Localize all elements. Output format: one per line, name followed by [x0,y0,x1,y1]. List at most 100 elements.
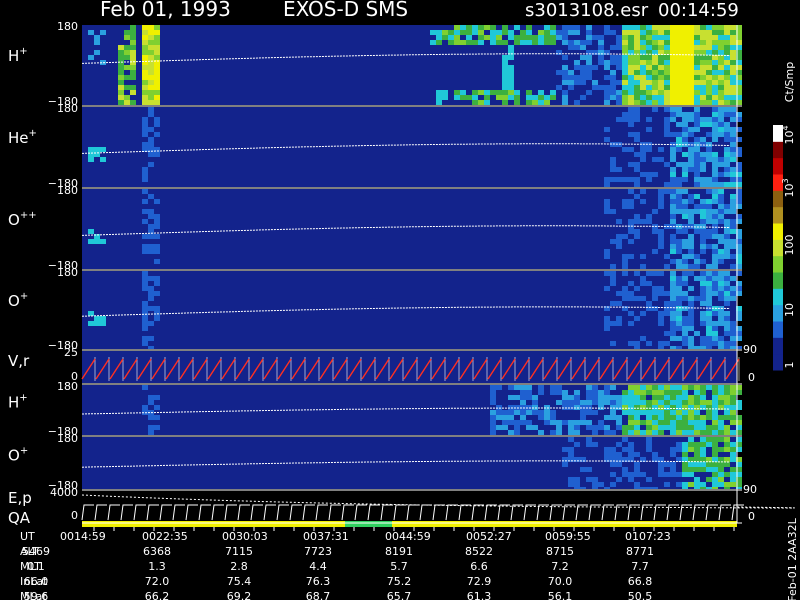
spectrogram-cell [682,395,688,400]
spectrogram-cell [604,321,610,326]
spectrogram-cell [694,420,700,425]
panel-bg [82,491,737,522]
spectrogram-cell [640,40,646,45]
spectrogram-cell [664,75,670,80]
spectrogram-cell [646,127,652,132]
spectrogram-cell [682,229,688,234]
spectrogram-cell [724,152,730,157]
spectrogram-cell [628,477,634,482]
spectrogram-cell [676,281,682,286]
spectrogram-cell [700,157,706,162]
spectrogram-cell [676,395,682,400]
spectrogram-cell [736,306,742,311]
spectrogram-cell [736,390,742,395]
row-label: ALT [20,545,39,558]
spectrogram-cell [646,405,652,410]
spectrogram-cell [634,70,640,75]
spectrogram-cell [664,311,670,316]
spectrogram-cell [682,457,688,462]
spectrogram-cell [580,70,586,75]
spectrogram-cell [670,117,676,122]
spectrogram-cell [730,152,736,157]
spectrogram-cell [682,55,688,60]
spectrogram-cell [670,219,676,224]
spectrogram-cell [718,95,724,100]
spectrogram-cell [646,70,652,75]
spectrogram-cell [634,137,640,142]
spectrogram-cell [664,45,670,50]
spectrogram-cell [634,25,640,30]
spectrogram-cell [142,30,148,35]
row-label: MLT [20,560,41,573]
spectrogram-cell [616,462,622,467]
spectrogram-cell [700,142,706,147]
spectrogram-cell [736,70,742,75]
spectrogram-cell [718,296,724,301]
spectrogram-cell [658,204,664,209]
spectrogram-cell [670,244,676,249]
spectrogram-cell [736,60,742,65]
spectrogram-cell [694,182,700,187]
spectrogram-cell [736,311,742,316]
spectrogram-cell [148,209,154,214]
spectrogram-cell [574,25,580,30]
spectrogram-cell [148,224,154,229]
spectrogram-cell [622,70,628,75]
spectrogram-cell [688,167,694,172]
spectrogram-cell [700,462,706,467]
table-cell: 7115 [225,545,253,558]
spectrogram-cell [466,35,472,40]
spectrogram-cell [622,467,628,472]
spectrogram-cell [670,311,676,316]
spectrogram-cell [430,40,436,45]
spectrogram-cell [676,482,682,487]
spectrogram-cell [142,385,148,390]
spectrogram-cell [502,75,508,80]
spectrogram-cell [664,420,670,425]
spectrogram-cell [730,326,736,331]
spectrogram-cell [646,447,652,452]
spectrogram-cell [628,199,634,204]
spectrogram-cell [736,172,742,177]
spectrogram-cell [712,35,718,40]
spectrogram-cell [688,147,694,152]
spectrogram-cell [712,271,718,276]
spectrogram-cell [634,390,640,395]
spectrogram-cell [622,199,628,204]
spectrogram-cell [658,244,664,249]
spectrogram-cell [706,229,712,234]
spectrogram-cell [712,167,718,172]
spectrogram-cell [712,40,718,45]
spectrogram-cell [622,400,628,405]
spectrogram-cell [664,472,670,477]
spectrogram-cell [688,157,694,162]
spectrogram-cell [148,60,154,65]
spectrogram-cell [154,117,160,122]
spectrogram-cell [706,341,712,346]
spectrogram-cell [520,40,526,45]
spectrogram-cell [706,35,712,40]
spectrogram-cell [712,395,718,400]
spectrogram-cell [148,152,154,157]
spectrogram-cell [628,189,634,194]
spectrogram-cell [706,30,712,35]
table-cell: 66.2 [145,590,170,600]
spectrogram-cell [670,204,676,209]
spectrogram-cell [664,462,670,467]
spectrogram-cell [670,430,676,435]
spectrogram-cell [634,152,640,157]
spectrogram-cell [724,457,730,462]
spectrogram-cell [724,157,730,162]
spectrogram-cell [616,117,622,122]
spectrogram-cell [640,147,646,152]
spectrogram-cell [676,194,682,199]
spectrogram-cell [670,390,676,395]
spectrogram-cell [730,420,736,425]
spectrogram-cell [670,80,676,85]
spectrogram-cell [736,346,742,349]
spectrogram-cell [706,316,712,321]
spectrogram-cell [718,122,724,127]
spectrogram-cell [718,276,724,281]
spectrogram-cell [634,182,640,187]
spectrogram-cell [610,30,616,35]
